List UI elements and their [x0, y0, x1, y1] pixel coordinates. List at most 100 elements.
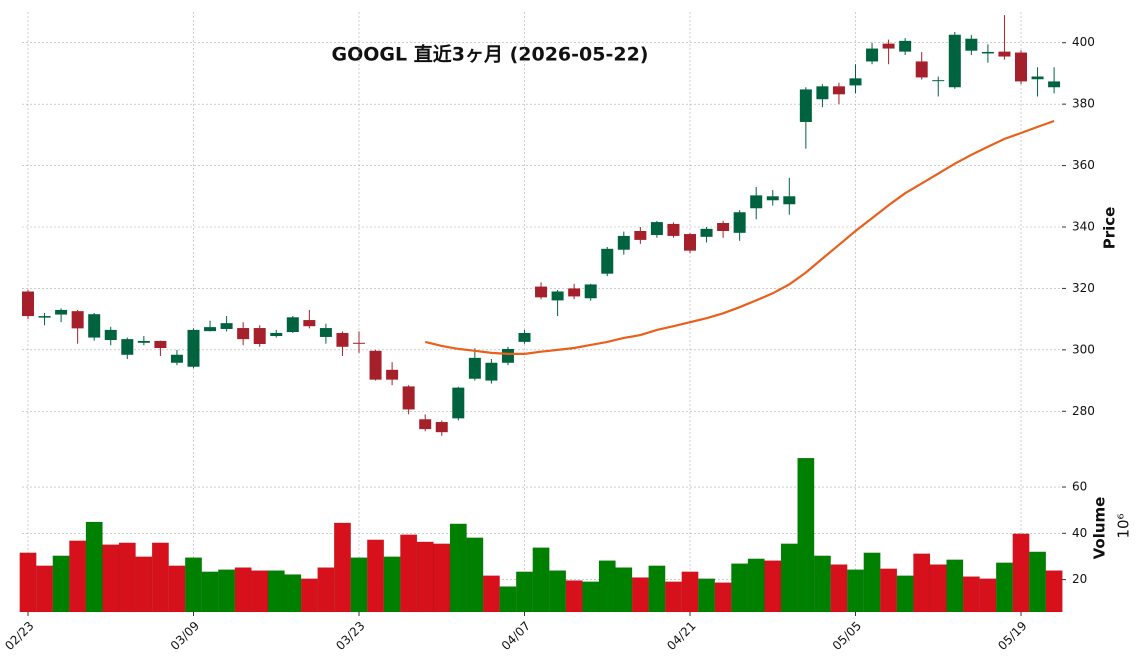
candle-body	[170, 354, 183, 363]
volume-bar	[135, 556, 153, 613]
candle-body	[601, 248, 614, 274]
volume-bar	[317, 567, 335, 613]
candle-body	[783, 196, 796, 205]
candle-body	[55, 309, 68, 315]
y-tick-label: 300	[1072, 342, 1095, 356]
moving-average-line	[424, 119, 1055, 355]
volume-bar	[582, 581, 600, 613]
price-axis-label: Price	[1101, 207, 1119, 250]
volume-bar	[36, 565, 54, 613]
candle-body	[501, 348, 514, 363]
y-tick-label: 360	[1072, 158, 1095, 172]
volume-bar	[631, 577, 649, 613]
candle-body	[799, 89, 812, 122]
volume-bar	[118, 542, 136, 613]
candle-body	[204, 327, 217, 332]
volume-axis-label: Volume	[1091, 497, 1109, 560]
volume-bar	[201, 571, 219, 613]
volume-bar	[847, 569, 864, 613]
candle-body	[733, 212, 746, 233]
volume-bar	[300, 578, 318, 613]
volume-bar	[681, 571, 699, 613]
candle-body	[717, 223, 730, 231]
volume-bar	[780, 543, 798, 613]
candle-body	[38, 316, 51, 318]
volume-bar	[979, 578, 997, 613]
candle-body	[915, 61, 928, 78]
volume-bar	[913, 553, 931, 613]
y-tick-label: 40	[1072, 526, 1087, 540]
candle-body	[187, 329, 200, 367]
x-tick-label: 03/23	[333, 619, 367, 653]
volume-bar	[698, 578, 716, 613]
candle-body	[684, 234, 696, 251]
volume-bar	[830, 564, 848, 613]
volume-bar	[284, 574, 302, 613]
candle-body	[866, 48, 879, 62]
volume-bar	[102, 544, 120, 613]
y-tick-label: 60	[1072, 480, 1087, 494]
y-tick-label: 20	[1072, 572, 1087, 586]
volume-exponent: 10⁶	[1115, 513, 1133, 538]
candle-body	[353, 342, 365, 344]
volume-bar	[714, 582, 732, 613]
candle-body	[535, 286, 548, 298]
volume-bar	[19, 552, 37, 613]
y-tick-label: 280	[1072, 404, 1095, 418]
candle-body	[568, 288, 581, 297]
candle-body	[899, 40, 912, 52]
volume-bar	[516, 571, 533, 613]
candle-body	[452, 387, 465, 419]
volume-bar	[466, 537, 484, 613]
candle-body	[270, 332, 283, 337]
candle-body	[485, 362, 498, 381]
candle-body	[617, 235, 630, 250]
volume-bar	[185, 557, 202, 613]
volume-bar	[499, 586, 517, 613]
volume-bar	[615, 567, 633, 613]
x-tick-label: 03/09	[168, 619, 202, 653]
candle-body	[435, 422, 448, 433]
candle-body	[849, 78, 862, 86]
volume-bar	[598, 560, 616, 613]
candle-body	[104, 329, 117, 341]
candle-body	[22, 291, 34, 317]
volume-bar	[549, 570, 567, 613]
volume-bar	[168, 565, 186, 613]
volume-bar	[929, 564, 947, 613]
volume-bar	[433, 543, 451, 613]
volume-bar	[416, 541, 434, 613]
candle-body	[336, 332, 349, 347]
volume-bar	[400, 534, 418, 613]
volume-bar	[813, 555, 831, 613]
candle-body	[319, 328, 332, 337]
candle-body	[1015, 52, 1027, 82]
candle-body	[286, 317, 299, 333]
volume-bar	[532, 547, 550, 613]
candle-body	[650, 222, 663, 235]
candle-body	[71, 311, 84, 329]
x-tick-label: 05/05	[830, 619, 864, 653]
x-tick-label: 05/19	[995, 619, 1029, 653]
candle-body	[154, 340, 167, 349]
volume-bar	[1029, 551, 1047, 613]
y-tick-label: 340	[1072, 220, 1095, 234]
volume-bar	[218, 569, 236, 613]
candle-body	[551, 291, 564, 301]
volume-bar	[449, 523, 467, 613]
volume-bar	[648, 565, 666, 613]
candle-body	[948, 34, 961, 88]
candle-body	[981, 51, 994, 54]
candle-body	[468, 357, 481, 379]
volume-bar	[69, 540, 87, 613]
candle-body	[253, 328, 266, 345]
candle-body	[303, 320, 316, 327]
x-tick-label: 02/23	[2, 619, 36, 653]
y-tick-label: 380	[1072, 97, 1095, 111]
volume-bar	[85, 521, 103, 613]
chart-title: GOOGL 直近3ヶ月 (2026-05-22)	[332, 43, 649, 66]
volume-bar	[764, 560, 782, 613]
volume-bar	[896, 575, 914, 613]
volume-bar	[350, 557, 368, 613]
candle-body	[882, 43, 895, 49]
